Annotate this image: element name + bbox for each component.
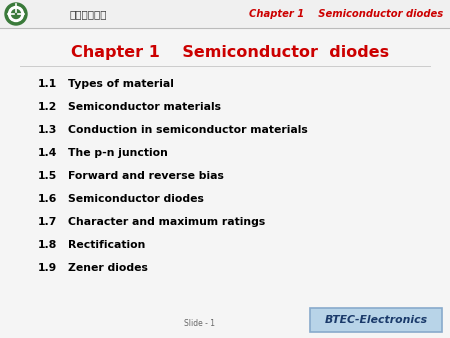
Text: 1.7: 1.7 [38, 217, 58, 227]
Text: Slide - 1: Slide - 1 [184, 318, 216, 328]
Text: Forward and reverse bias: Forward and reverse bias [68, 171, 224, 181]
Text: Chapter 1    Semiconductor diodes: Chapter 1 Semiconductor diodes [249, 9, 443, 19]
Text: Semiconductor materials: Semiconductor materials [68, 102, 221, 112]
Text: Zener diodes: Zener diodes [68, 263, 148, 273]
Text: 1.6: 1.6 [38, 194, 58, 204]
Text: Conduction in semiconductor materials: Conduction in semiconductor materials [68, 125, 308, 135]
Text: 1.2: 1.2 [38, 102, 58, 112]
Text: 1.8: 1.8 [38, 240, 57, 250]
Text: 1.4: 1.4 [38, 148, 58, 158]
Text: Semiconductor diodes: Semiconductor diodes [68, 194, 204, 204]
Text: Chapter 1    Semiconductor  diodes: Chapter 1 Semiconductor diodes [71, 46, 389, 61]
Text: 1.9: 1.9 [38, 263, 57, 273]
Text: Character and maximum ratings: Character and maximum ratings [68, 217, 265, 227]
Text: 1.3: 1.3 [38, 125, 58, 135]
Bar [0, 0, 450, 28]
Text: 1.1: 1.1 [38, 79, 57, 89]
Circle shape [9, 6, 23, 22]
Text: Types of material: Types of material [68, 79, 174, 89]
Text: 广东教育学院: 广东教育学院 [69, 9, 107, 19]
Circle shape [12, 9, 21, 19]
FancyBboxPatch shape [310, 308, 442, 332]
Text: Rectification: Rectification [68, 240, 145, 250]
Text: BTEC-Electronics: BTEC-Electronics [324, 315, 428, 325]
Text: 1.5: 1.5 [38, 171, 57, 181]
Text: The p-n junction: The p-n junction [68, 148, 168, 158]
Circle shape [5, 3, 27, 25]
